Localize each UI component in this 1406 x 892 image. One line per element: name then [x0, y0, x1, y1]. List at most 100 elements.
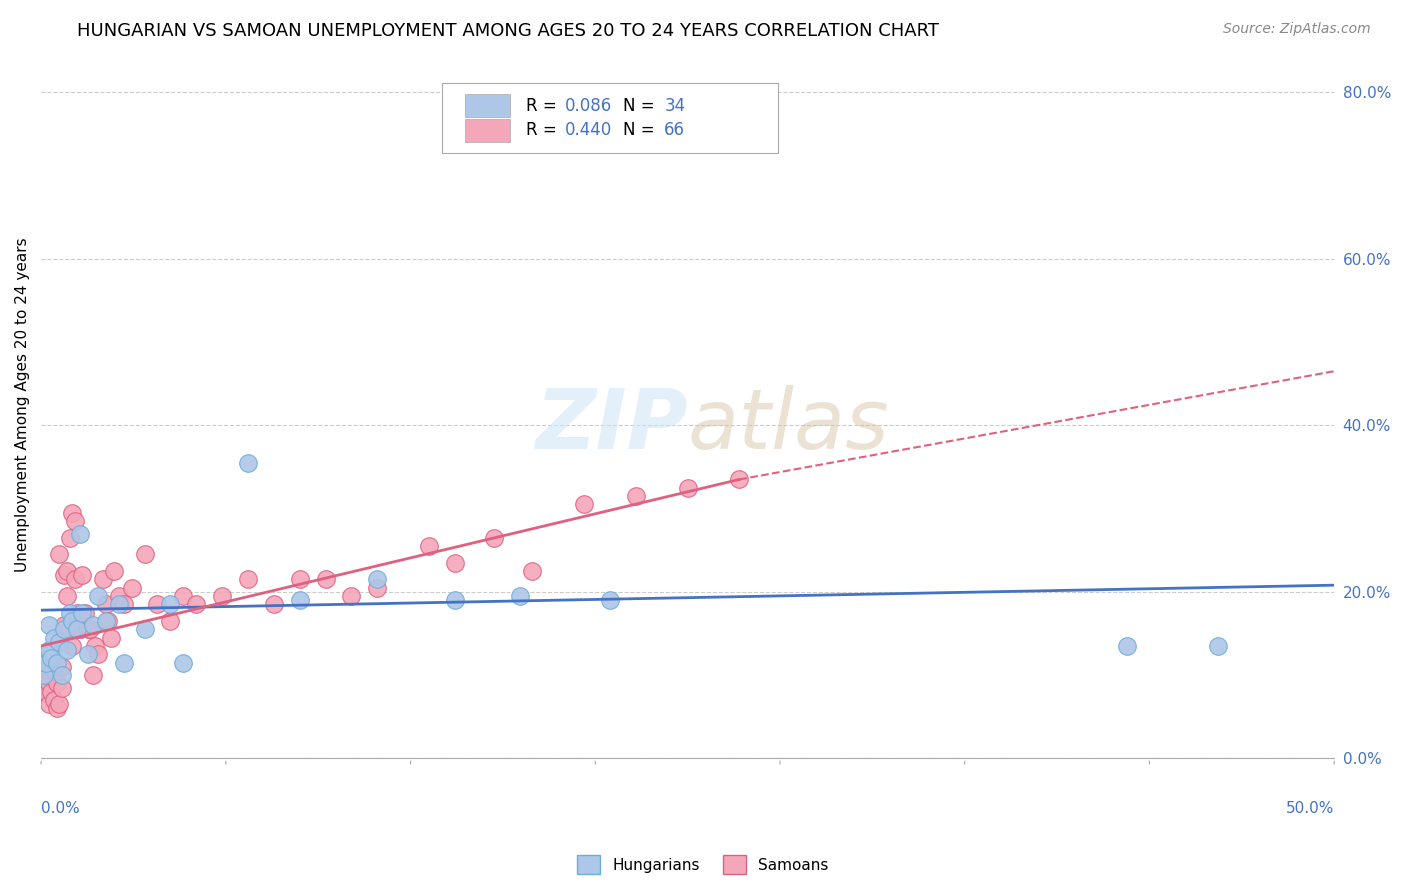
Point	[69, 622, 91, 636]
Text: 0.440: 0.440	[565, 121, 612, 139]
Point	[41, 668, 63, 682]
Point	[56, 643, 79, 657]
Bar	[441, 83, 778, 153]
Point	[100, 631, 122, 645]
Point	[35, 656, 58, 670]
Point	[211, 589, 233, 603]
Point	[103, 564, 125, 578]
Point	[444, 593, 467, 607]
Point	[315, 572, 337, 586]
Point	[58, 531, 80, 545]
Point	[45, 656, 67, 670]
Point	[41, 684, 63, 698]
Point	[38, 697, 60, 711]
Point	[53, 622, 76, 636]
Point	[509, 589, 531, 603]
Point	[82, 668, 104, 682]
Point	[522, 564, 544, 578]
Point	[35, 684, 58, 698]
Point	[146, 597, 169, 611]
Point	[45, 676, 67, 690]
Text: atlas: atlas	[688, 385, 889, 467]
Point	[41, 651, 63, 665]
Point	[32, 676, 55, 690]
Text: 66: 66	[665, 121, 685, 139]
Point	[79, 622, 101, 636]
Point	[366, 581, 388, 595]
Point	[112, 597, 135, 611]
Point	[76, 647, 98, 661]
Point	[94, 597, 117, 611]
Point	[172, 656, 194, 670]
Text: Source: ZipAtlas.com: Source: ZipAtlas.com	[1223, 22, 1371, 37]
Point	[72, 606, 94, 620]
Point	[87, 589, 110, 603]
Point	[56, 589, 79, 603]
Point	[30, 647, 52, 661]
Point	[288, 593, 311, 607]
Point	[60, 614, 83, 628]
Point	[69, 622, 91, 636]
Point	[63, 572, 86, 586]
Point	[38, 643, 60, 657]
Point	[35, 656, 58, 670]
Point	[112, 656, 135, 670]
Point	[288, 572, 311, 586]
Point	[56, 564, 79, 578]
Y-axis label: Unemployment Among Ages 20 to 24 years: Unemployment Among Ages 20 to 24 years	[15, 237, 30, 572]
Point	[236, 456, 259, 470]
Text: R =: R =	[526, 96, 562, 114]
Bar	[465, 119, 510, 142]
Point	[76, 622, 98, 636]
Point	[159, 614, 181, 628]
Point	[66, 606, 89, 620]
Text: R =: R =	[526, 121, 562, 139]
Point	[418, 539, 440, 553]
Point	[1116, 639, 1139, 653]
Point	[340, 589, 363, 603]
Point	[82, 618, 104, 632]
Point	[51, 668, 73, 682]
Point	[94, 614, 117, 628]
Point	[134, 622, 156, 636]
Point	[48, 634, 70, 648]
Point	[186, 597, 208, 611]
Point	[38, 618, 60, 632]
Point	[48, 697, 70, 711]
Point	[366, 572, 388, 586]
Text: N =: N =	[623, 96, 659, 114]
Point	[60, 506, 83, 520]
Point	[51, 659, 73, 673]
Text: N =: N =	[623, 121, 659, 139]
Point	[91, 572, 114, 586]
Point	[87, 647, 110, 661]
Point	[53, 618, 76, 632]
Point	[45, 701, 67, 715]
Point	[84, 639, 107, 653]
Point	[574, 497, 596, 511]
Point	[624, 489, 647, 503]
Point	[134, 547, 156, 561]
Point	[121, 581, 143, 595]
Point	[53, 568, 76, 582]
Point	[48, 547, 70, 561]
Text: 34: 34	[665, 96, 686, 114]
Point	[263, 597, 285, 611]
Point	[172, 589, 194, 603]
Point	[30, 684, 52, 698]
Point	[236, 572, 259, 586]
Text: ZIP: ZIP	[536, 385, 688, 467]
Bar	[465, 94, 510, 117]
Point	[32, 668, 55, 682]
Point	[69, 526, 91, 541]
Point	[1206, 639, 1229, 653]
Point	[42, 693, 65, 707]
Point	[51, 681, 73, 695]
Point	[482, 531, 505, 545]
Point	[30, 668, 52, 682]
Text: HUNGARIAN VS SAMOAN UNEMPLOYMENT AMONG AGES 20 TO 24 YEARS CORRELATION CHART: HUNGARIAN VS SAMOAN UNEMPLOYMENT AMONG A…	[77, 22, 939, 40]
Text: 0.0%: 0.0%	[41, 801, 80, 816]
Point	[32, 659, 55, 673]
Point	[58, 606, 80, 620]
Point	[75, 606, 97, 620]
